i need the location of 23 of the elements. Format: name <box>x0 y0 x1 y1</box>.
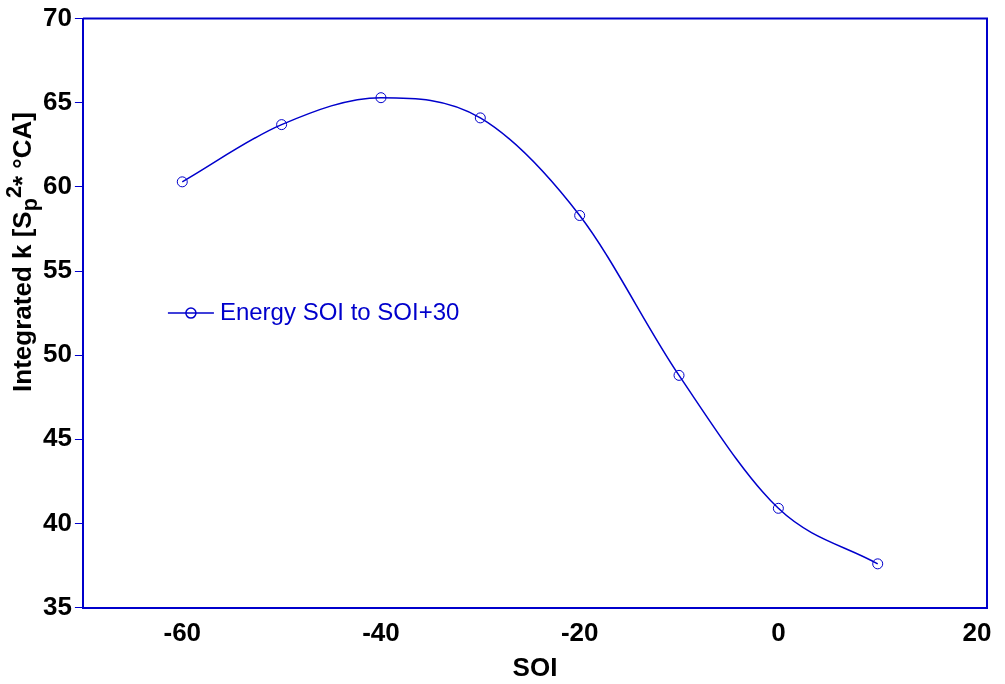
x-tick-label: -60 <box>163 617 202 648</box>
y-tick-label: 65 <box>43 85 72 116</box>
point <box>574 209 586 221</box>
x-tick-label: 20 <box>962 617 992 648</box>
x-axis-title: SOI <box>512 651 558 682</box>
point <box>673 369 685 381</box>
y-tick-label: 45 <box>43 422 72 453</box>
y-tick-label: 50 <box>43 338 72 369</box>
y-tick-label: 40 <box>43 506 72 537</box>
y-tick-label: 70 <box>43 1 72 32</box>
point <box>474 112 486 124</box>
x-tick-label: 0 <box>771 617 786 648</box>
point <box>872 558 884 570</box>
y-tick-label: 55 <box>43 254 72 285</box>
point <box>375 92 387 104</box>
y-tick-label: 60 <box>43 170 72 201</box>
y-tick-label: 35 <box>43 590 72 621</box>
point <box>276 119 288 131</box>
point <box>176 176 188 188</box>
x-tick-label: -20 <box>560 617 599 648</box>
x-tick-label: -40 <box>362 617 400 648</box>
point <box>772 502 784 514</box>
legend-label: Energy SOI to SOI+30 <box>219 297 460 325</box>
